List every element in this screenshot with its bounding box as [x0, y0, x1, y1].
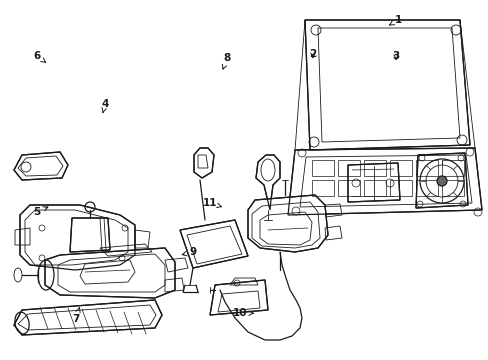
Text: 5: 5: [33, 207, 48, 217]
Text: 4: 4: [101, 99, 109, 113]
Text: 8: 8: [222, 53, 230, 69]
Polygon shape: [70, 218, 110, 252]
Circle shape: [436, 176, 446, 186]
Polygon shape: [14, 300, 162, 335]
Text: 6: 6: [33, 51, 45, 62]
Polygon shape: [209, 280, 267, 315]
Polygon shape: [305, 20, 469, 150]
Polygon shape: [287, 148, 481, 215]
Text: 2: 2: [309, 49, 316, 59]
Polygon shape: [180, 220, 247, 268]
Polygon shape: [347, 163, 399, 202]
Text: 9: 9: [182, 247, 196, 257]
Polygon shape: [194, 148, 214, 178]
Text: 3: 3: [392, 51, 399, 61]
Polygon shape: [20, 205, 135, 270]
Polygon shape: [256, 155, 280, 210]
Text: 1: 1: [388, 15, 401, 25]
Polygon shape: [45, 248, 175, 298]
Text: 10: 10: [232, 308, 253, 318]
Polygon shape: [247, 195, 327, 252]
Polygon shape: [415, 153, 467, 208]
Text: 7: 7: [72, 308, 80, 324]
Polygon shape: [14, 152, 68, 180]
Text: 11: 11: [203, 198, 221, 208]
